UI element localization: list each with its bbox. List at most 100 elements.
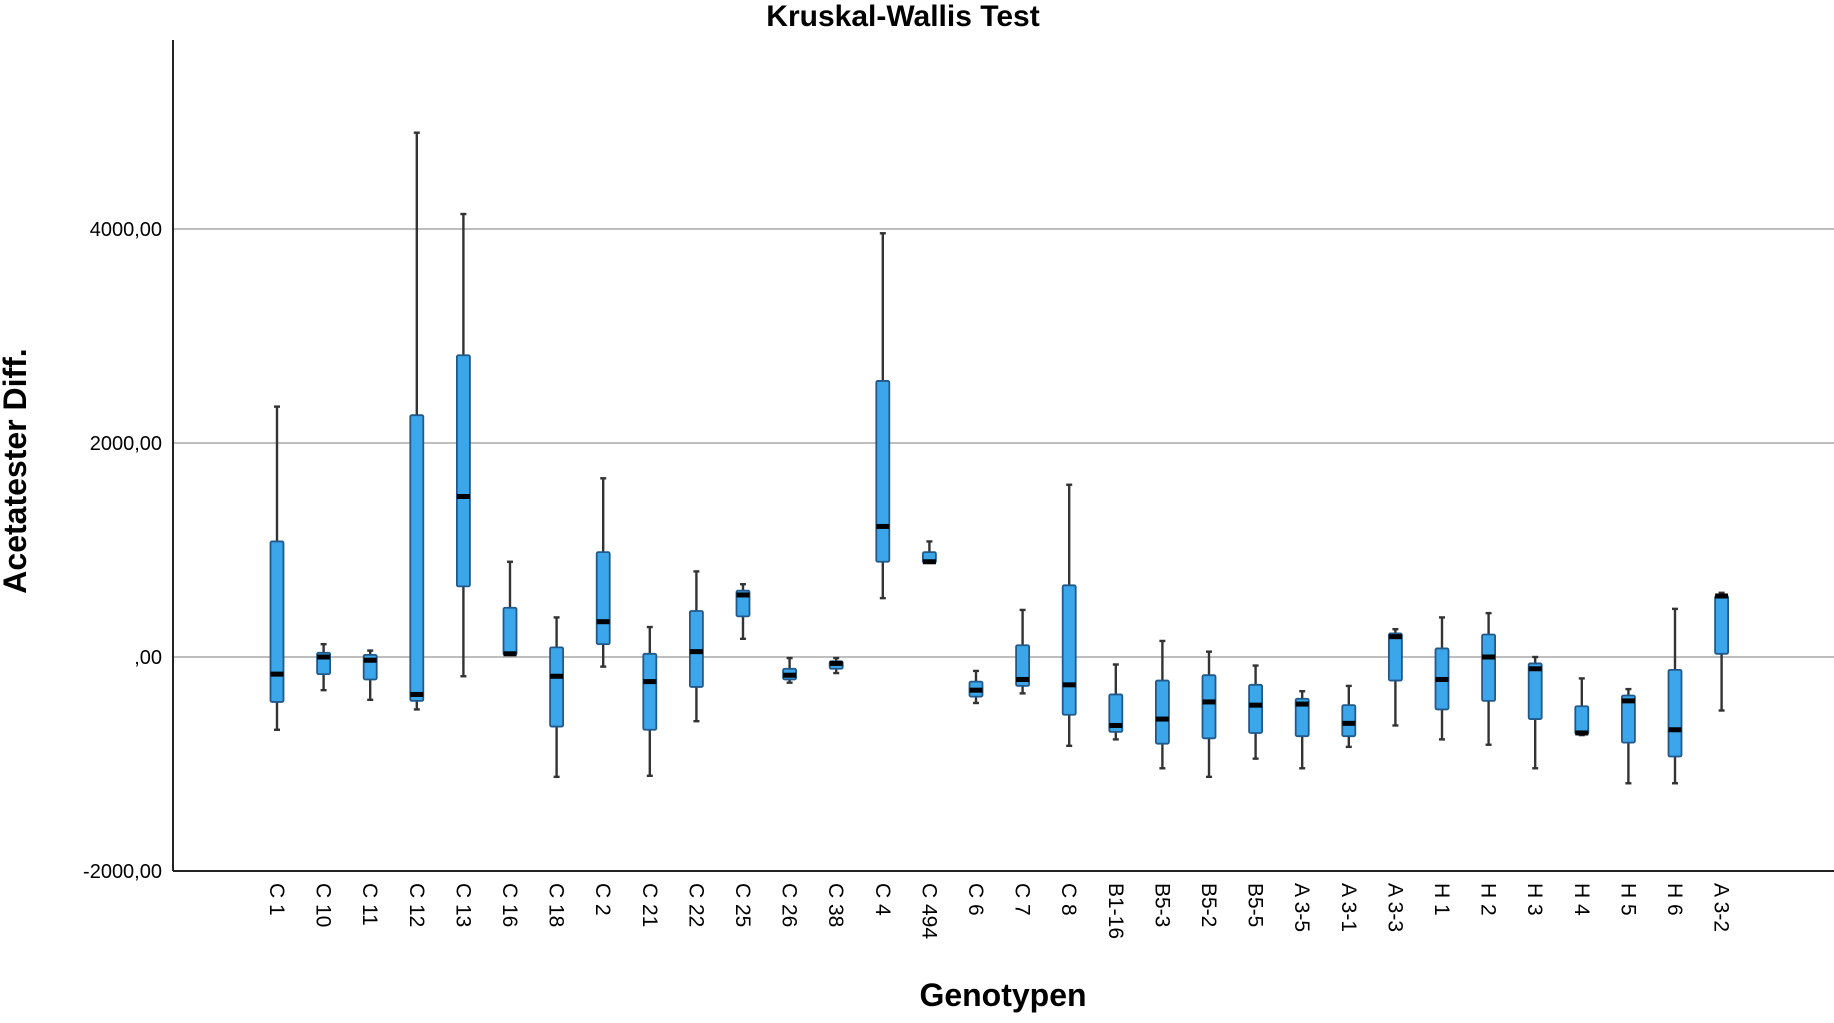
boxes (269, 131, 1729, 785)
box-group (735, 583, 751, 641)
box-group (1061, 483, 1077, 748)
x-tick-label: H 3 (1523, 883, 1546, 916)
x-tick-label: C 38 (824, 883, 847, 927)
box (269, 540, 285, 703)
x-tick-label: C 16 (498, 883, 521, 927)
x-tick-label: H 5 (1616, 883, 1639, 916)
x-tick-label: H 4 (1570, 883, 1593, 916)
box-group (1714, 591, 1729, 712)
box-group (455, 212, 471, 678)
x-tick-label: A 3-3 (1383, 883, 1406, 932)
box (1294, 697, 1310, 738)
box-group (1015, 608, 1030, 695)
x-tick-label: C 26 (778, 883, 801, 927)
x-tick-label: B5-2 (1197, 883, 1220, 927)
x-tick-label: A 3-5 (1290, 883, 1313, 932)
box-group (1667, 607, 1683, 785)
box-group (1155, 639, 1170, 770)
box-group (1341, 684, 1357, 749)
box-group (1527, 655, 1543, 770)
x-tick-label: C 12 (405, 883, 428, 927)
x-tick-labels: C 1 C 10 C 11 C 12 C 13 C 16 C 18 C 2 C 21 C 22 C … (265, 883, 1733, 939)
box-group (409, 131, 425, 711)
box (1388, 632, 1403, 682)
box-group (595, 477, 611, 668)
box (1108, 693, 1124, 733)
y-tick-label: 2000,00 (90, 433, 162, 455)
box (595, 551, 611, 646)
x-tick-label: C 7 (1011, 883, 1034, 916)
x-tick-label: H 1 (1430, 883, 1453, 916)
box-group (1108, 663, 1124, 741)
box-group (689, 570, 704, 723)
x-tick-label: C 1 (265, 883, 288, 916)
x-tick-label: C 6 (964, 883, 987, 916)
box (1201, 674, 1217, 740)
box (1015, 644, 1030, 687)
box-group (1388, 627, 1403, 727)
box (1155, 679, 1170, 745)
box (1248, 683, 1263, 734)
box (455, 354, 471, 588)
box (1061, 584, 1077, 716)
x-tick-label: C 8 (1057, 883, 1080, 916)
x-tick-label: B1-16 (1104, 883, 1127, 939)
x-tick-label: C 11 (358, 883, 381, 926)
box (1667, 668, 1683, 758)
box (409, 414, 425, 702)
box-group (362, 649, 378, 701)
x-tick-label: C 22 (684, 883, 707, 927)
x-axis-title: Genotypen (919, 977, 1086, 1013)
y-axis-title: Acetatester Diff. (0, 348, 33, 593)
box-group (1201, 650, 1217, 779)
box-group (1248, 664, 1263, 760)
box (1481, 633, 1496, 702)
y-tick-label: -2000,00 (83, 861, 162, 883)
box (875, 380, 891, 563)
chart-title: Kruskal-Wallis Test (766, 0, 1039, 33)
x-tick-label: C 494 (917, 883, 940, 939)
y-tick-labels: -2000,00 ,00 2000,00 4000,00 (83, 219, 162, 883)
box-group (828, 656, 844, 675)
box (1341, 704, 1357, 738)
x-tick-label: B5-5 (1244, 883, 1267, 927)
box-group (316, 642, 332, 692)
y-tick-label: ,00 (134, 647, 162, 669)
x-tick-label: C 18 (545, 883, 568, 927)
box-group (549, 616, 564, 779)
box (1574, 705, 1590, 735)
y-tick-label: 4000,00 (90, 219, 162, 241)
box-group (269, 405, 285, 731)
box-group (502, 560, 518, 657)
box-group (1294, 690, 1310, 770)
x-tick-label: H 2 (1477, 883, 1500, 916)
x-tick-label: C 13 (451, 883, 474, 927)
x-tick-label: C 2 (591, 883, 614, 916)
x-tick-label: C 21 (638, 883, 661, 927)
box-group (1574, 677, 1590, 737)
x-tick-label: C 25 (731, 883, 754, 927)
box (549, 646, 564, 728)
box (689, 610, 704, 688)
gridlines (173, 228, 1834, 658)
x-tick-label: A 3-1 (1337, 883, 1360, 932)
x-tick-label: B5-3 (1150, 883, 1173, 927)
box-group (1481, 611, 1496, 746)
box-group (1621, 687, 1636, 785)
x-tick-label: H 6 (1663, 883, 1686, 916)
x-tick-label: A 3-2 (1710, 883, 1733, 932)
box (1621, 694, 1636, 744)
box (1714, 595, 1729, 655)
box-group (782, 656, 797, 684)
box (642, 652, 658, 731)
box-group (1434, 616, 1450, 741)
box-group (642, 625, 658, 777)
box-group (922, 540, 937, 565)
x-tick-label: C 4 (871, 883, 894, 916)
box-group (875, 232, 891, 600)
box-group (968, 669, 984, 705)
x-tick-label: C 10 (312, 883, 335, 927)
box (1527, 662, 1543, 720)
